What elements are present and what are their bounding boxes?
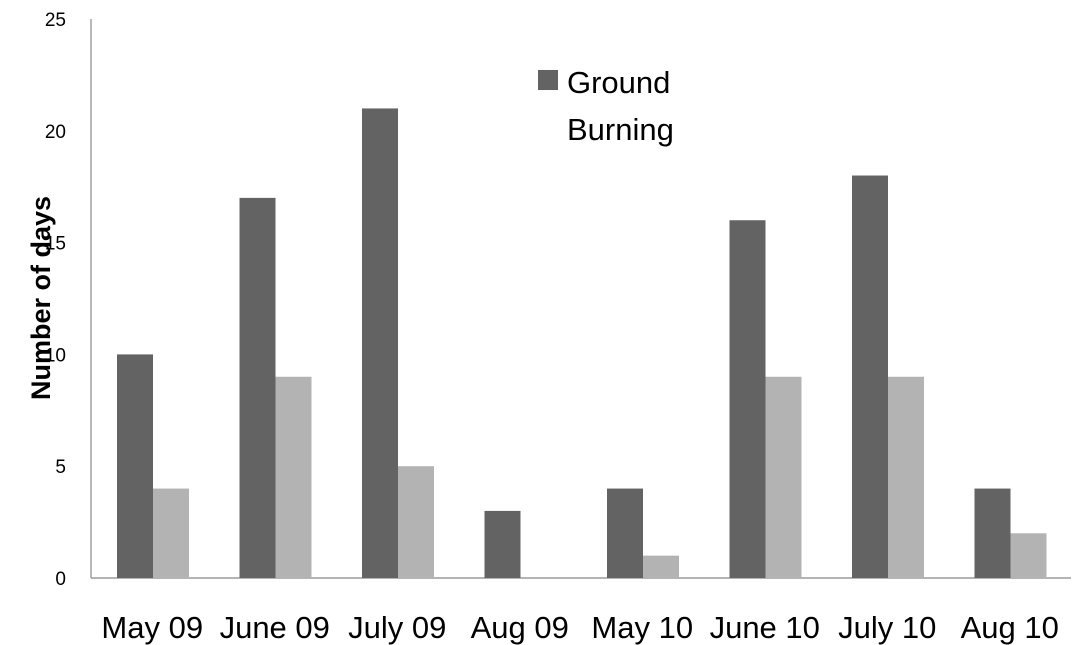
bar-ground-may-10 bbox=[607, 488, 643, 578]
bar-burning-may-10 bbox=[643, 555, 679, 578]
x-category-label: July 10 bbox=[838, 610, 936, 645]
bar-ground-july-09 bbox=[362, 108, 398, 578]
bar-burning-june-09 bbox=[275, 376, 312, 578]
bar-ground-june-10 bbox=[729, 220, 766, 579]
x-category-label: Aug 09 bbox=[471, 610, 569, 645]
bar-ground-june-09 bbox=[239, 197, 276, 578]
bar-ground-may-09 bbox=[117, 354, 153, 578]
legend-swatch-ground bbox=[538, 70, 558, 90]
y-tick-label: 15 bbox=[45, 234, 66, 255]
y-tick-label: 20 bbox=[45, 122, 66, 143]
bar-burning-june-10 bbox=[765, 376, 802, 578]
bar-ground-aug-10 bbox=[974, 488, 1011, 578]
x-category-labels: May 09 June 09 July 09 Aug 09 May 10 June 10 J… bbox=[101, 610, 1058, 645]
x-category-label: June 09 bbox=[220, 610, 330, 645]
legend: Ground Burning bbox=[538, 65, 674, 147]
x-category-label: June 10 bbox=[710, 610, 820, 645]
bar-burning-july-10 bbox=[888, 376, 924, 578]
x-category-label: May 10 bbox=[591, 610, 693, 645]
y-tick-label: 10 bbox=[45, 345, 66, 366]
bar-burning-may-09 bbox=[153, 488, 189, 578]
legend-label-burning: Burning bbox=[567, 112, 674, 147]
y-tick-label: 0 bbox=[55, 569, 66, 590]
bar-burning-july-09 bbox=[398, 466, 434, 578]
bar-ground-july-10 bbox=[852, 175, 888, 578]
y-tick-label: 5 bbox=[55, 457, 66, 478]
x-category-label: July 09 bbox=[348, 610, 446, 645]
legend-label-ground: Ground bbox=[567, 65, 670, 100]
bar-burning-aug-10 bbox=[1010, 533, 1047, 578]
y-axis-title: Number of days bbox=[26, 196, 56, 400]
legend-swatch-burning bbox=[538, 117, 558, 137]
y-tick-labels: 0 5 10 15 20 25 bbox=[45, 10, 66, 590]
bar-ground-aug-09 bbox=[484, 510, 521, 578]
x-category-label: May 09 bbox=[101, 610, 203, 645]
y-tick-label: 25 bbox=[45, 10, 66, 31]
x-category-label: Aug 10 bbox=[961, 610, 1059, 645]
bars bbox=[117, 108, 1047, 579]
